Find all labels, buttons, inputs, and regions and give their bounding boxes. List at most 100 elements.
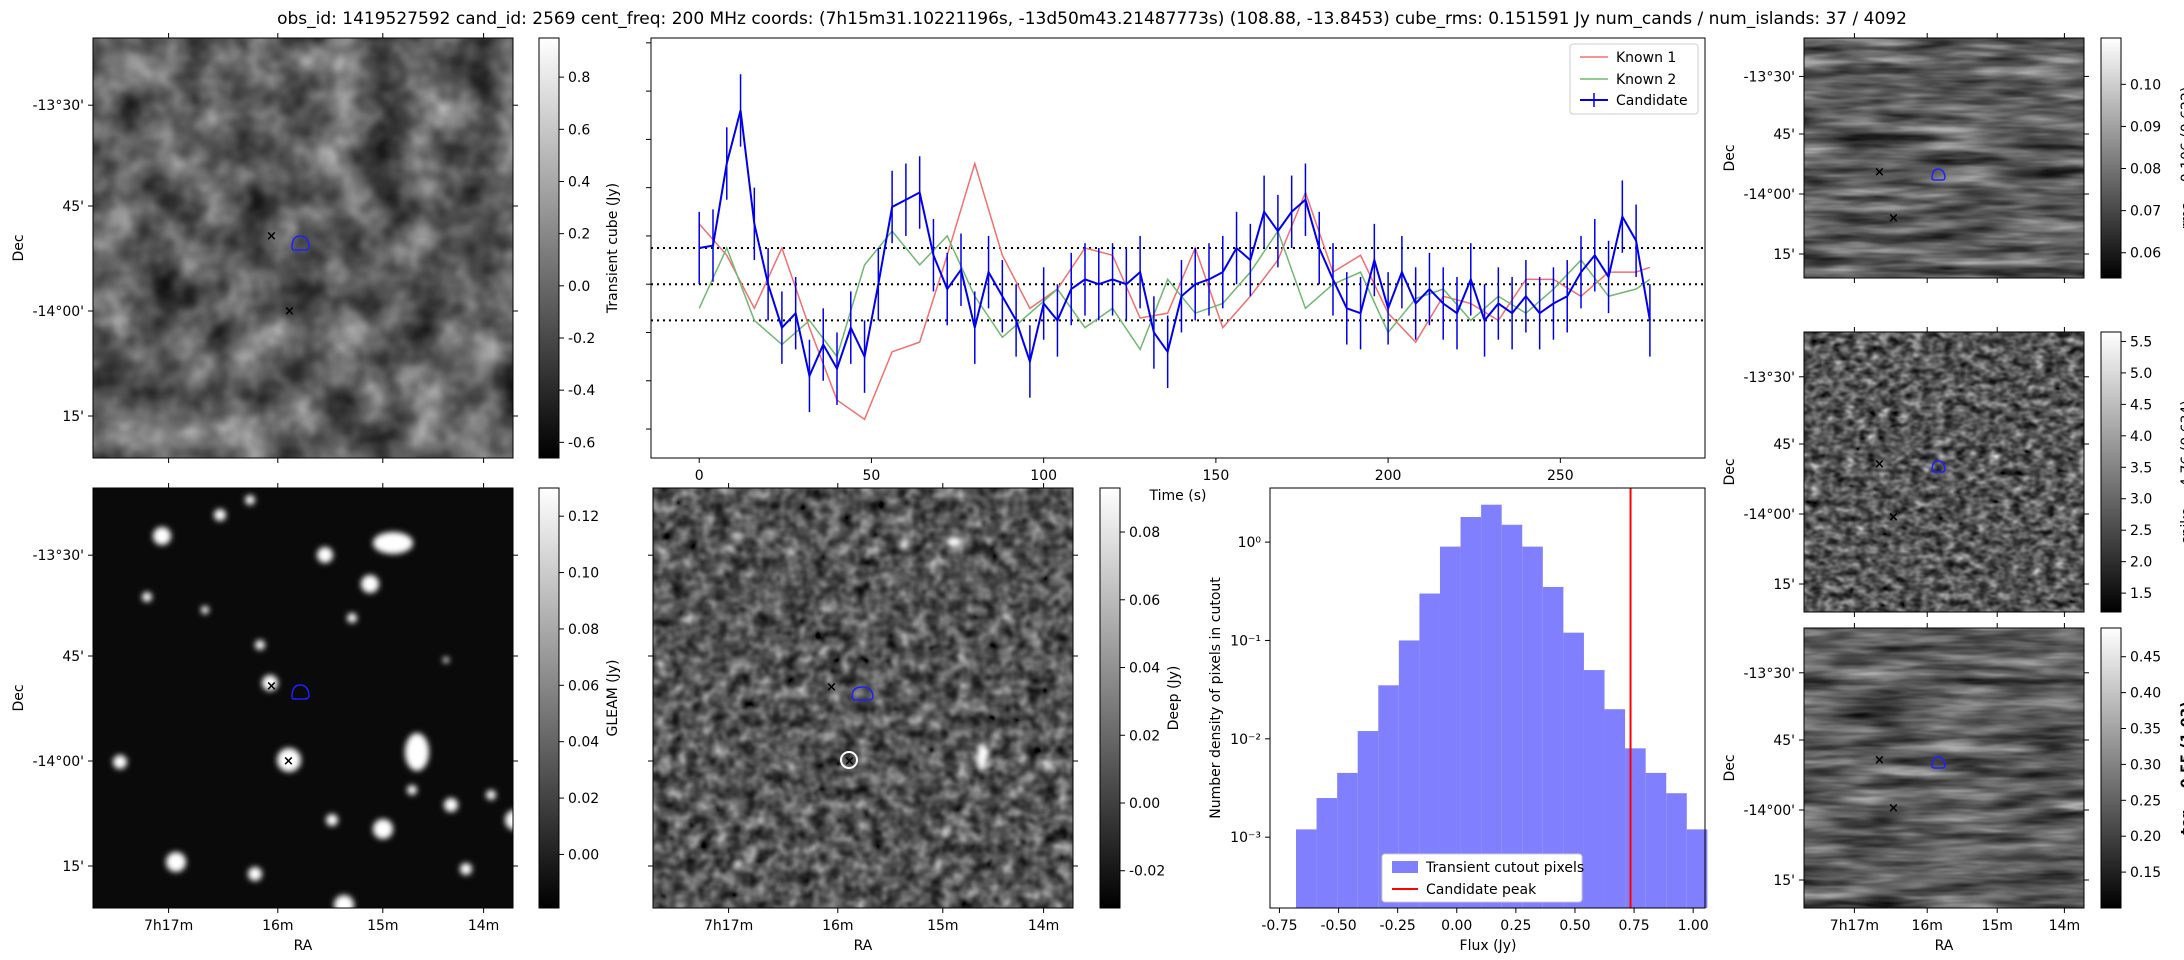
x-tick-label: -0.25 xyxy=(1380,918,1416,934)
known-source-2-marker-icon: × xyxy=(283,754,294,769)
colorbar-tick-label: 0.02 xyxy=(1129,728,1160,744)
known-source-1-marker-icon: × xyxy=(1874,457,1885,472)
x-tick-label: -0.50 xyxy=(1320,918,1356,934)
colorbar-tick-label: 0.25 xyxy=(2130,793,2161,809)
colorbar-tick-label: 0.09 xyxy=(2130,119,2161,135)
x-tick-label: 150 xyxy=(1203,468,1230,484)
ra-tick-label: 16m xyxy=(1911,918,1942,934)
colorbar-tick-label: 0.04 xyxy=(1129,661,1160,677)
histogram-legend: Transient cutout pixels Candidate peak xyxy=(1381,853,1584,903)
colorbar-tick-label: 0.06 xyxy=(1129,593,1160,609)
dec-tick-label: -13°30' xyxy=(32,98,84,114)
x-tick-label: -0.75 xyxy=(1261,918,1297,934)
transient-cube-image xyxy=(92,37,514,459)
histogram-bar xyxy=(1645,772,1667,908)
legend-transient-pixels: Transient cutout pixels xyxy=(1425,860,1584,876)
colorbar-label-tcg: tcg = 0.55 (1.03) xyxy=(2179,701,2184,834)
gleam-image xyxy=(92,487,525,915)
histogram-bar xyxy=(1563,632,1584,908)
dec-tick-label: 15' xyxy=(1773,247,1795,263)
candidate-island-contour xyxy=(291,235,310,251)
colorbar-label-rms: rms = 0.106 (0.622) xyxy=(2179,87,2184,230)
histogram-x-label: Flux (Jy) xyxy=(1460,938,1517,954)
colorbar-gleam xyxy=(538,487,560,909)
known-source-1-marker-icon: × xyxy=(266,679,277,694)
colorbar-tick-label: 0.06 xyxy=(568,678,599,694)
histogram-bar xyxy=(1460,516,1482,908)
histogram-bar xyxy=(1316,798,1338,908)
legend-known-1: Known 1 xyxy=(1616,50,1676,66)
lightcurve-y-ticks xyxy=(646,42,651,430)
colorbar-tick-label: 1.5 xyxy=(2130,586,2152,602)
histogram-bar xyxy=(1583,670,1605,908)
histogram-bar xyxy=(1398,640,1420,908)
colorbar-tick-label: 2.0 xyxy=(2130,555,2152,571)
dec-tick-label: -14°00' xyxy=(1743,803,1795,819)
colorbar-deep xyxy=(1099,487,1121,909)
dec-tick-label: 45' xyxy=(1773,127,1795,143)
colorbar-tick-label: 0.04 xyxy=(568,735,599,751)
colorbar-label-transient: Transient cube (Jy) xyxy=(605,183,621,314)
colorbar-tick-label: 0.6 xyxy=(568,122,590,138)
histogram-bar xyxy=(1378,685,1399,908)
colorbar-tick-label: 0.07 xyxy=(2130,204,2161,220)
histogram-bar xyxy=(1522,546,1543,908)
colorbar-tick-label: 0.40 xyxy=(2130,686,2161,702)
colorbar-tick-label: 0.45 xyxy=(2130,650,2161,666)
colorbar-tick-label: 0.15 xyxy=(2130,865,2161,881)
dec-axis-label: Dec xyxy=(11,684,27,711)
dec-tick-label: -13°30' xyxy=(1743,666,1795,682)
dec-tick-label: -13°30' xyxy=(1743,370,1795,386)
lightcurve-x-label: Time (s) xyxy=(1149,488,1207,504)
candidate-island-contour xyxy=(1931,756,1946,769)
series-line-known-1 xyxy=(698,160,1651,421)
ra-tick-label: 15m xyxy=(927,918,958,934)
rms-threshold-lines xyxy=(651,247,1705,322)
known-source-2-marker-icon: × xyxy=(284,304,295,319)
colorbar-tick-label: 0.02 xyxy=(568,791,599,807)
x-tick-label: 0.00 xyxy=(1441,918,1472,934)
histogram-bar xyxy=(1625,748,1646,908)
colorbar-tick-label: 2.5 xyxy=(2130,523,2152,539)
colorbar-tick-label: -0.02 xyxy=(1129,864,1165,880)
colorbar-tick-label: 0.10 xyxy=(568,566,599,582)
histogram-bar xyxy=(1337,772,1358,908)
colorbars: 0.8 0.6 0.4 0.2 0.0 -0.2 -0.4 -0.6 Transient cub… xyxy=(538,37,2184,909)
dec-axis-label: Dec xyxy=(11,234,27,261)
histogram-bars xyxy=(1296,504,1708,908)
x-tick-label: 0 xyxy=(695,468,704,484)
colorbar-label-gleam: GLEAM (Jy) xyxy=(605,660,621,737)
dec-axis-label: Dec xyxy=(1722,754,1738,781)
colorbar-tick-label: 0.35 xyxy=(2130,722,2161,738)
lightcurve-x-ticks: 0 50 100 150 200 250 xyxy=(695,458,1574,484)
y-tick-label: 10⁻³ xyxy=(1230,830,1261,846)
ra-tick-label: 14m xyxy=(468,918,499,934)
legend-candidate: Candidate xyxy=(1616,93,1688,109)
series-line-candidate xyxy=(699,110,1651,380)
lightcurve-legend: Known 1 Known 2 Candidate xyxy=(1569,43,1699,115)
histogram-bar xyxy=(1439,546,1461,908)
dec-tick-label: -13°30' xyxy=(1743,69,1795,85)
colorbar-tick-label: 4.5 xyxy=(2130,397,2152,413)
colorbar-tick-label: 0.10 xyxy=(2130,77,2161,93)
colorbar-rms xyxy=(2100,37,2122,279)
known-source-1-marker-icon: × xyxy=(1874,753,1885,768)
colorbar-tick-label: 0.00 xyxy=(1129,796,1160,812)
colorbar-tick-label: 5.5 xyxy=(2130,334,2152,350)
x-tick-label: 1.00 xyxy=(1678,918,1709,934)
ra-tick-label: 14m xyxy=(2049,918,2080,934)
histogram-bar xyxy=(1666,793,1687,908)
y-tick-label: 10⁻¹ xyxy=(1230,633,1261,649)
ra-axis-label: RA xyxy=(294,938,313,954)
candidate-island-contour xyxy=(1931,460,1946,473)
known-source-2-marker-icon: × xyxy=(844,754,855,769)
x-tick-label: 0.50 xyxy=(1559,918,1590,934)
histogram-bar xyxy=(1542,586,1564,908)
histogram-bar xyxy=(1686,829,1708,908)
image-axes: -13°30' 45' -14°00' 15' Dec -13°30' 45' -14°00'… xyxy=(11,33,2089,954)
known-source-1-marker-icon: × xyxy=(266,229,277,244)
series-line-known-2 xyxy=(698,229,1651,359)
histogram-bar xyxy=(1604,709,1626,908)
colorbar-label-deep: Deep (Jy) xyxy=(1166,666,1182,731)
